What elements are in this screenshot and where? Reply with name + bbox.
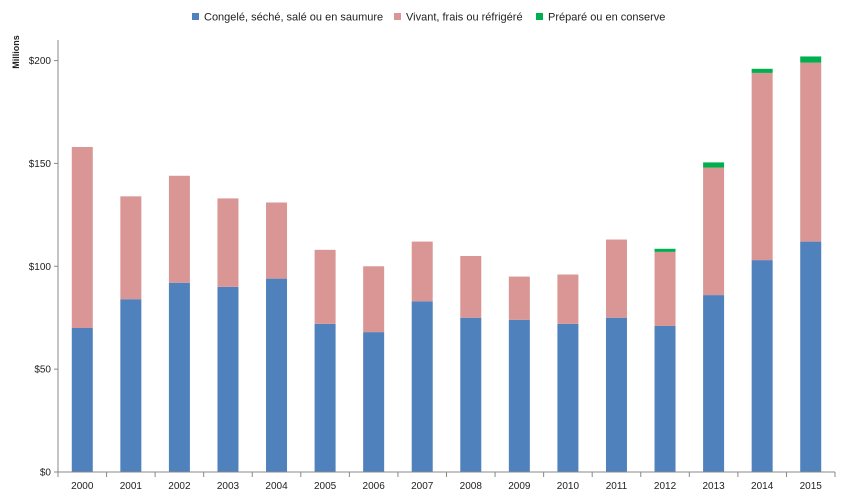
- bar-segment: [71, 146, 93, 328]
- y-tick-label: $100: [29, 262, 52, 273]
- bar-segment: [751, 260, 773, 472]
- legend-label: Préparé ou en conserve: [548, 12, 665, 24]
- bar-segment: [557, 274, 579, 324]
- bar-segment: [363, 266, 385, 333]
- legend-swatch: [536, 13, 543, 20]
- legend-swatch: [394, 13, 401, 20]
- x-tick-label: 2013: [702, 481, 725, 492]
- bar-segment: [605, 239, 627, 318]
- bar-segment: [411, 241, 433, 302]
- bar-segment: [508, 319, 530, 472]
- x-tick-label: 2008: [460, 481, 483, 492]
- x-tick-label: 2005: [314, 481, 337, 492]
- bar-segment: [751, 72, 773, 261]
- x-tick-label: 2014: [751, 481, 774, 492]
- bar-segment: [703, 295, 725, 472]
- x-tick-label: 2001: [120, 481, 143, 492]
- y-tick-label: $150: [29, 159, 52, 170]
- bar-segment: [266, 278, 288, 472]
- bar-segment: [800, 62, 822, 242]
- x-tick-label: 2009: [508, 481, 531, 492]
- bar-segment: [654, 248, 676, 252]
- bar-segment: [314, 249, 336, 324]
- bar-segment: [71, 328, 93, 472]
- bar-segment: [605, 317, 627, 472]
- bar-segment: [120, 299, 142, 472]
- bar-segment: [411, 301, 433, 472]
- x-tick-label: 2010: [557, 481, 580, 492]
- bar-segment: [120, 196, 142, 300]
- bar-segment: [800, 56, 822, 63]
- bar-segment: [703, 167, 725, 296]
- legend: Congelé, séché, salé ou en saumure Vivant…: [192, 12, 665, 24]
- x-tick-label: 2002: [168, 481, 191, 492]
- x-tick-label: 2006: [363, 481, 386, 492]
- bar-segment: [751, 68, 773, 73]
- bar-segment: [703, 162, 725, 168]
- legend-label: Vivant, frais ou réfrigéré: [406, 12, 523, 24]
- x-tick-label: 2003: [217, 481, 240, 492]
- bar-segment: [168, 175, 190, 283]
- bar-segment: [217, 286, 239, 472]
- y-axis: $0 $50 $100 $150 $200: [29, 40, 59, 479]
- bar-segment: [508, 276, 530, 320]
- bar-segment: [654, 325, 676, 472]
- x-tick-label: 2012: [654, 481, 677, 492]
- bar-segment: [266, 202, 288, 279]
- bars: [71, 56, 822, 472]
- bar-segment: [460, 256, 482, 318]
- y-tick-label: $50: [34, 365, 51, 376]
- bar-segment: [363, 332, 385, 472]
- bar-segment: [557, 323, 579, 472]
- x-tick-label: 2000: [71, 481, 94, 492]
- y-tick-label: $0: [40, 468, 52, 479]
- x-tick-label: 2011: [606, 481, 628, 492]
- legend-swatch: [192, 13, 199, 20]
- y-tick-label: $200: [29, 56, 52, 67]
- x-tick-label: 2007: [411, 481, 434, 492]
- legend-label: Congelé, séché, salé ou en saumure: [204, 12, 383, 24]
- bar-segment: [217, 198, 239, 287]
- bar-segment: [654, 251, 676, 326]
- y-axis-label: Millions: [11, 35, 21, 69]
- x-axis: 2000 2001 2002 2003 2004 2005 2006 2007 2008 2009…: [57, 471, 836, 492]
- bar-segment: [314, 323, 336, 472]
- bar-segment: [168, 282, 190, 472]
- bar-segment: [800, 241, 822, 472]
- x-tick-label: 2004: [265, 481, 288, 492]
- bar-segment: [460, 317, 482, 472]
- x-tick-label: 2015: [800, 481, 823, 492]
